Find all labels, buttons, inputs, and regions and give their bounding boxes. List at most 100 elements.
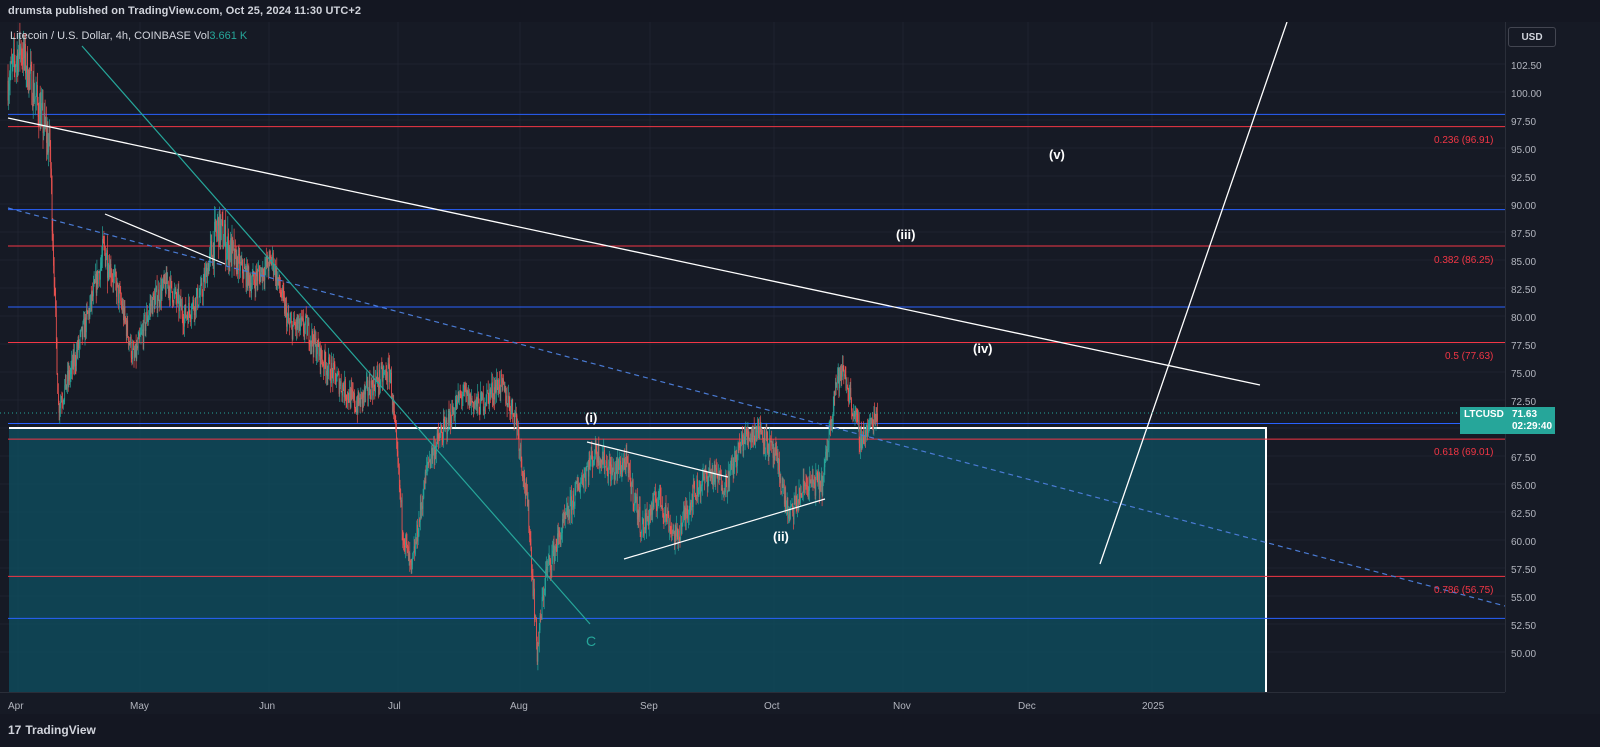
candle-body xyxy=(501,374,502,376)
candle-body xyxy=(545,566,547,570)
candle-body xyxy=(396,439,398,452)
candle-body xyxy=(441,432,443,439)
candle-body xyxy=(833,391,835,406)
candle-body xyxy=(870,418,871,421)
candle-body xyxy=(713,474,714,486)
candle-body xyxy=(732,464,734,473)
candle-body xyxy=(35,93,37,97)
candle-body xyxy=(350,388,352,407)
candle-body xyxy=(555,546,557,549)
candle-body xyxy=(53,245,54,266)
candle-body xyxy=(317,340,319,347)
candle-body xyxy=(328,357,329,370)
fib-label-0382: 0.382 (86.25) xyxy=(1434,255,1494,266)
candle-body xyxy=(7,80,9,101)
candle-body xyxy=(709,468,711,473)
candle-body xyxy=(752,432,754,437)
candle-body xyxy=(501,375,503,383)
candle-body xyxy=(465,389,467,392)
candle-body xyxy=(748,431,749,439)
candle-body xyxy=(375,378,376,393)
candle-body xyxy=(769,437,770,454)
currency-button[interactable]: USD xyxy=(1508,27,1556,47)
candle-body xyxy=(387,381,388,382)
candle-body xyxy=(184,314,185,327)
tradingview-brand[interactable]: 17 TradingView xyxy=(8,723,96,737)
candle-body xyxy=(379,369,381,386)
candle-body xyxy=(457,391,459,397)
candle-body xyxy=(37,100,39,117)
candle-body xyxy=(347,392,348,400)
candle-body xyxy=(228,247,230,266)
candle-body xyxy=(209,243,211,254)
candle-body xyxy=(578,489,580,492)
candle-body xyxy=(431,448,432,460)
candle-body xyxy=(11,60,12,64)
fib-label-0618: 0.618 (69.01) xyxy=(1434,447,1494,458)
candle-body xyxy=(387,363,389,382)
candle-body xyxy=(20,46,22,59)
candle-body xyxy=(409,552,411,561)
candle-body xyxy=(307,322,309,326)
candle-body xyxy=(822,481,824,496)
publish-bar: drumsta published on TradingView.com, Oc… xyxy=(0,0,1600,22)
candle-body xyxy=(443,418,444,443)
candle-body xyxy=(216,225,218,234)
candle-body xyxy=(873,413,875,428)
candle-body xyxy=(253,271,255,280)
candle-body xyxy=(34,98,35,102)
candle-body xyxy=(715,467,717,482)
candle-body xyxy=(272,252,273,261)
candle-body xyxy=(730,464,731,471)
candle-body xyxy=(406,542,408,546)
candle-body xyxy=(396,429,397,440)
candle-body xyxy=(352,389,353,392)
candle-body xyxy=(395,423,397,430)
candle-body xyxy=(210,241,212,244)
candle-body xyxy=(184,304,186,315)
candle-body xyxy=(744,436,746,444)
candle-body xyxy=(174,288,176,292)
candle-body xyxy=(763,429,765,446)
candle-body xyxy=(494,387,495,400)
candle-body xyxy=(220,225,222,242)
candle-body xyxy=(861,438,863,450)
candle-body xyxy=(176,298,178,303)
candle-body xyxy=(404,545,406,548)
candle-body xyxy=(531,549,532,574)
candle-body xyxy=(680,523,682,541)
candle-body xyxy=(694,487,696,493)
candle-body xyxy=(275,267,277,281)
candle-body xyxy=(846,387,848,389)
price-chart[interactable] xyxy=(0,22,1505,692)
candle-body xyxy=(548,555,550,562)
candle-body xyxy=(773,453,775,458)
candle-body xyxy=(76,350,77,366)
candle-body xyxy=(179,300,180,312)
candle-body xyxy=(623,458,625,463)
time-axis[interactable]: Apr May Jun Jul Aug Sep Oct Nov Dec 2025 xyxy=(0,692,1505,714)
candle-body xyxy=(660,484,661,496)
candle-body xyxy=(251,276,253,286)
candle-body xyxy=(47,132,49,153)
candle-body xyxy=(874,413,875,418)
candle-body xyxy=(702,472,704,479)
chart-plot-area[interactable]: Litecoin / U.S. Dollar, 4h, COINBASE Vol… xyxy=(0,22,1505,692)
candle-body xyxy=(318,346,320,357)
candle-body xyxy=(643,529,645,536)
candle-body xyxy=(402,530,404,539)
candle-body xyxy=(392,399,394,406)
candle-body xyxy=(727,490,728,494)
candle-body xyxy=(76,350,78,353)
price-axis[interactable]: 102.50 100.00 97.50 95.00 92.50 90.00 87… xyxy=(1505,22,1600,692)
candle-body xyxy=(450,412,451,426)
candle-body xyxy=(517,425,518,430)
candle-body xyxy=(671,530,672,534)
candle-body xyxy=(559,530,560,538)
candle-body xyxy=(562,519,563,534)
candle-body xyxy=(712,469,714,486)
candle-body xyxy=(826,449,828,458)
candle-body xyxy=(543,595,544,601)
candle-body xyxy=(832,405,834,416)
candle-body xyxy=(447,431,448,435)
